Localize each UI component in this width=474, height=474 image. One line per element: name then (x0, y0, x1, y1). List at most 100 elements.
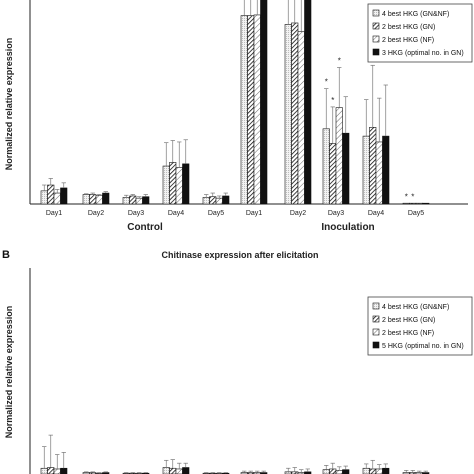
bar (329, 468, 337, 474)
bar (122, 197, 130, 205)
bar (329, 143, 337, 205)
legend-label: 5 HKG (optimal no. in GN) (382, 343, 464, 350)
bar (169, 467, 177, 474)
panel-letter-b: B (2, 249, 10, 261)
legend-swatch-hatch-light (372, 328, 380, 336)
bar (342, 469, 350, 474)
y-axis-title: Normalized relative expression (4, 306, 14, 439)
x-tick-label: Day3 (128, 210, 144, 217)
bar (415, 202, 423, 205)
bar (95, 194, 103, 205)
bar (82, 194, 90, 205)
bar (291, 22, 299, 205)
significance-mark: * (405, 192, 408, 201)
bar (375, 468, 383, 474)
x-tick-label: Day4 (168, 210, 184, 217)
y-axis-title: Normalized relative expression (4, 38, 14, 171)
bar (304, 0, 312, 205)
bar (284, 24, 292, 205)
panel-b: B Chitinase expression after elicitation… (2, 249, 473, 474)
legend-b: 4 best HKG (GN&NF) 2 best HKG (GN) 2 bes… (367, 296, 473, 356)
bar (202, 197, 210, 205)
bar (240, 15, 248, 205)
bar (222, 195, 230, 205)
x-tick-label: Day2 (88, 210, 104, 217)
bar (335, 470, 343, 474)
legend-swatch-hatch-light (372, 35, 380, 43)
bar (342, 132, 350, 205)
panel-a: Normalized relative expression Control I… (4, 0, 473, 233)
bar (215, 197, 223, 205)
legend-label: 4 best HKG (GN&NF) (382, 11, 449, 18)
legend-swatch-light (372, 9, 380, 17)
bar (409, 202, 417, 205)
bar (369, 127, 377, 205)
x-tick-label: Day1 (46, 210, 62, 217)
x-tick-label: Day1 (246, 210, 262, 217)
x-tick-label: Day3 (328, 210, 344, 217)
legend-swatch-hatch-dense (372, 315, 380, 323)
bar (322, 128, 330, 205)
bar (53, 192, 61, 205)
bar (162, 165, 170, 205)
x-tick-label: Day4 (368, 210, 384, 217)
legend-label: 4 best HKG (GN&NF) (382, 304, 449, 311)
bar (382, 135, 390, 205)
bar (135, 197, 143, 205)
legend-box (367, 3, 473, 63)
group-label-inoculation: Inoculation (321, 222, 374, 233)
bar (89, 194, 97, 205)
bar (175, 167, 183, 205)
bar (369, 468, 377, 474)
bar (322, 469, 330, 474)
significance-mark: * (325, 78, 328, 87)
bar (382, 467, 390, 474)
legend-label: 2 best HKG (GN) (382, 317, 435, 324)
significance-mark: * (331, 96, 334, 105)
legend-box (367, 296, 473, 356)
bar (169, 162, 177, 205)
legend-swatch-hatch-dense (372, 22, 380, 30)
x-tick-label: Day5 (408, 210, 424, 217)
panel-title-b: Chitinase expression after elicitation (161, 250, 318, 260)
legend-label: 2 best HKG (GN) (382, 24, 435, 31)
bar (142, 196, 150, 205)
bar (297, 31, 305, 205)
plot-area-b (40, 434, 430, 474)
bar (53, 468, 61, 474)
bar (47, 184, 55, 205)
legend-swatch-solid (372, 48, 380, 56)
bar (162, 467, 170, 474)
legend-label: 3 HKG (optimal no. in GN) (382, 50, 464, 57)
legend-label: 2 best HKG (NF) (382, 330, 434, 337)
bar (422, 202, 430, 205)
bar (60, 467, 68, 474)
bar (40, 190, 48, 205)
bar (47, 467, 55, 474)
significance-mark: * (338, 56, 341, 65)
legend-swatch-solid (372, 341, 380, 349)
bar (182, 163, 190, 205)
bar (375, 141, 383, 205)
legend-swatch-light (372, 302, 380, 310)
group-label-control: Control (127, 222, 163, 233)
bar (253, 14, 261, 205)
bar (260, 0, 268, 205)
bar (362, 135, 370, 205)
bar (247, 15, 255, 205)
x-tick-label: Day2 (290, 210, 306, 217)
bar (40, 467, 48, 474)
bar (362, 467, 370, 474)
plot-area-a: Day1 Day2 Day3 Day4 Day5 Day1 Day2 Day3 Day4 Day5… (40, 0, 430, 217)
bar (102, 192, 110, 205)
bar (402, 202, 410, 205)
bar (129, 195, 137, 205)
bar (60, 187, 68, 205)
significance-mark: * (411, 192, 414, 201)
bar (175, 468, 183, 474)
bar (209, 196, 217, 205)
bar (182, 467, 190, 474)
bar (335, 107, 343, 205)
legend-a: 4 best HKG (GN&NF) 2 best HKG (GN) 2 bes… (367, 3, 473, 63)
